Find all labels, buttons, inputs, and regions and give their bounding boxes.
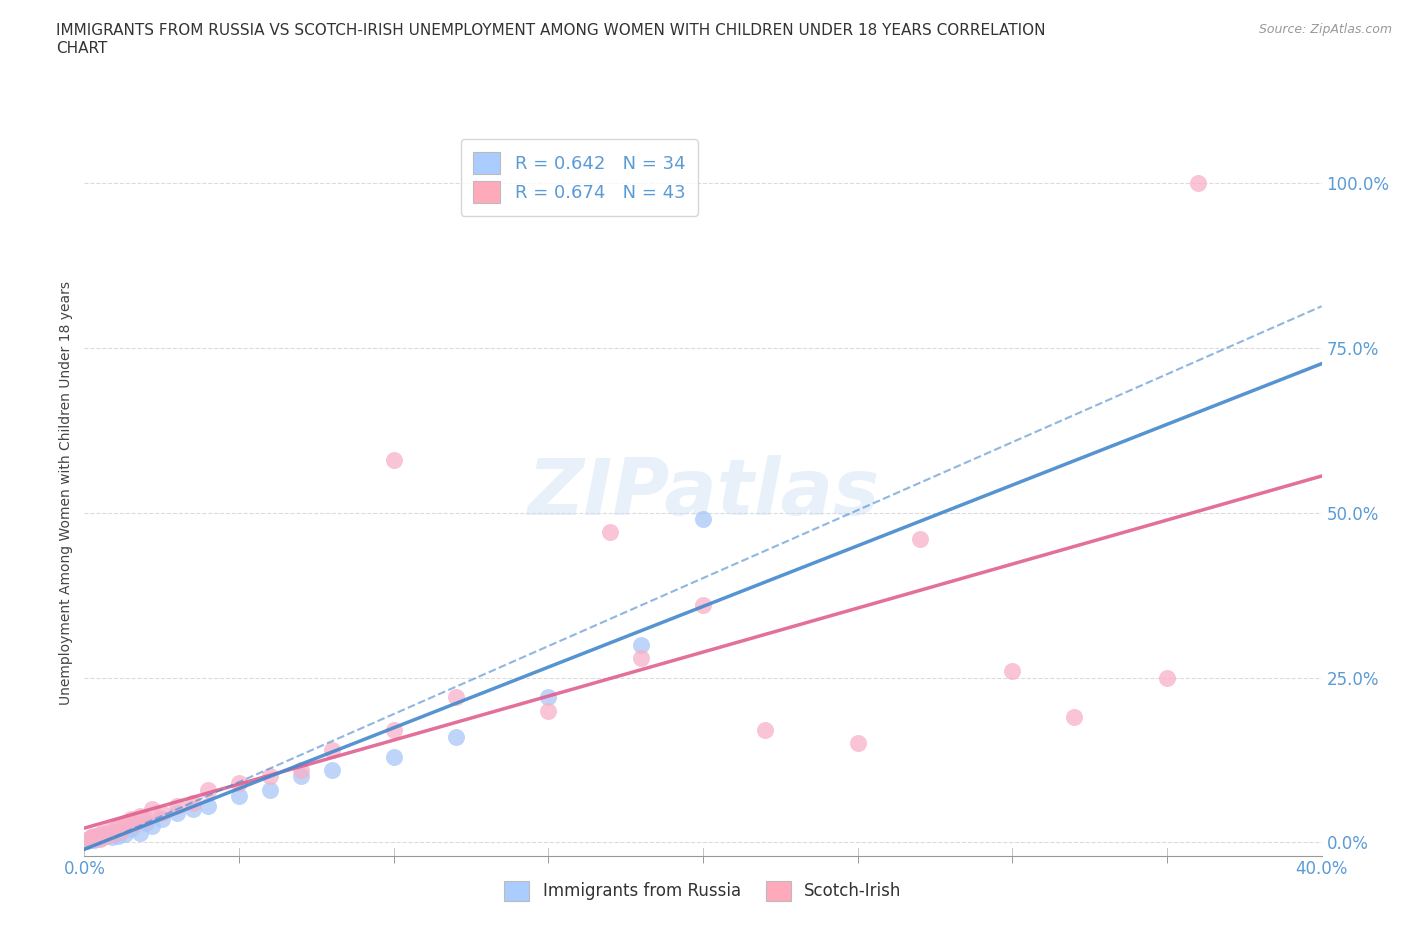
Point xyxy=(114,816,136,830)
Point xyxy=(79,830,101,844)
Point xyxy=(83,831,105,846)
Point xyxy=(79,831,101,846)
Point xyxy=(290,769,312,784)
Point xyxy=(228,776,250,790)
Point xyxy=(76,833,98,848)
Point xyxy=(84,831,107,846)
Point xyxy=(181,795,204,810)
Point xyxy=(1156,671,1178,685)
Legend: Immigrants from Russia, Scotch-Irish: Immigrants from Russia, Scotch-Irish xyxy=(492,869,914,912)
Point xyxy=(141,802,163,817)
Point xyxy=(76,833,98,848)
Point xyxy=(110,823,132,838)
Point xyxy=(89,830,111,845)
Point xyxy=(1001,663,1024,678)
Point xyxy=(846,736,869,751)
Point xyxy=(110,823,132,838)
Point xyxy=(86,830,108,844)
Point xyxy=(259,769,281,784)
Point xyxy=(181,802,204,817)
Point xyxy=(754,723,776,737)
Point xyxy=(692,512,714,526)
Point xyxy=(1063,710,1085,724)
Point xyxy=(89,831,111,846)
Point xyxy=(114,827,136,842)
Point xyxy=(228,789,250,804)
Point xyxy=(382,453,405,468)
Point xyxy=(537,690,560,705)
Point xyxy=(82,830,104,844)
Point xyxy=(382,723,405,737)
Point xyxy=(94,829,117,844)
Point xyxy=(321,743,343,758)
Point xyxy=(83,832,105,847)
Point xyxy=(599,525,621,540)
Point xyxy=(290,763,312,777)
Point xyxy=(630,650,652,665)
Point xyxy=(107,818,129,833)
Point xyxy=(91,825,114,840)
Point xyxy=(98,827,121,842)
Point xyxy=(77,831,100,846)
Point xyxy=(382,750,405,764)
Text: IMMIGRANTS FROM RUSSIA VS SCOTCH-IRISH UNEMPLOYMENT AMONG WOMEN WITH CHILDREN UN: IMMIGRANTS FROM RUSSIA VS SCOTCH-IRISH U… xyxy=(56,23,1046,56)
Point xyxy=(86,831,108,846)
Point xyxy=(141,818,163,833)
Point xyxy=(321,763,343,777)
Point xyxy=(79,833,101,848)
Point xyxy=(98,823,121,838)
Y-axis label: Unemployment Among Women with Children Under 18 years: Unemployment Among Women with Children U… xyxy=(59,281,73,705)
Point xyxy=(630,637,652,652)
Point xyxy=(135,812,157,827)
Point xyxy=(197,799,219,814)
Point xyxy=(166,799,188,814)
Point xyxy=(101,827,124,842)
Point xyxy=(91,830,114,844)
Point xyxy=(101,830,124,844)
Point xyxy=(89,829,111,844)
Point xyxy=(166,805,188,820)
Point xyxy=(908,532,931,547)
Point xyxy=(122,817,145,831)
Point xyxy=(692,598,714,613)
Text: Source: ZipAtlas.com: Source: ZipAtlas.com xyxy=(1258,23,1392,36)
Point xyxy=(107,829,129,844)
Point xyxy=(135,816,157,830)
Point xyxy=(89,827,111,842)
Point xyxy=(259,782,281,797)
Point xyxy=(104,825,127,840)
Point xyxy=(120,812,142,827)
Point xyxy=(129,825,152,840)
Point xyxy=(129,808,152,823)
Point xyxy=(444,690,467,705)
Point xyxy=(94,829,117,844)
Point xyxy=(150,805,173,820)
Point xyxy=(120,822,142,837)
Point xyxy=(537,703,560,718)
Text: ZIPatlas: ZIPatlas xyxy=(527,455,879,531)
Point xyxy=(1187,176,1209,191)
Point xyxy=(197,782,219,797)
Point xyxy=(150,812,173,827)
Point xyxy=(83,829,105,844)
Point xyxy=(444,729,467,744)
Point xyxy=(104,822,127,837)
